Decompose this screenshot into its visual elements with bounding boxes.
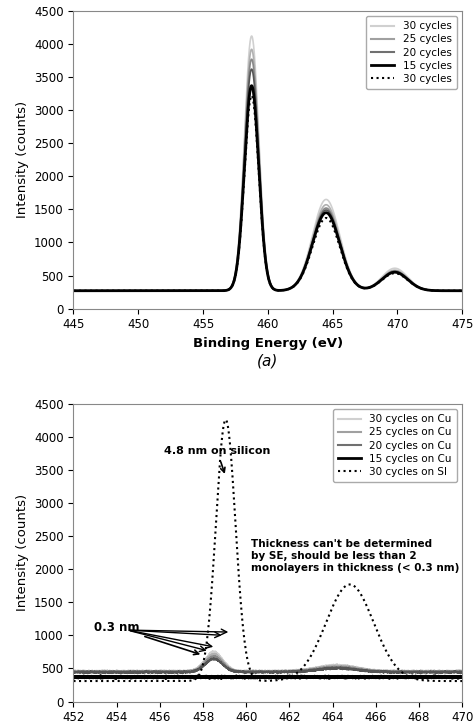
Text: 0.3 nm: 0.3 nm xyxy=(94,621,199,654)
Y-axis label: Intensity (counts): Intensity (counts) xyxy=(16,494,28,611)
Legend: 30 cycles, 25 cycles, 20 cycles, 15 cycles, 30 cycles: 30 cycles, 25 cycles, 20 cycles, 15 cycl… xyxy=(366,16,457,89)
Y-axis label: Intensity (counts): Intensity (counts) xyxy=(16,101,28,218)
Text: 4.8 nm on silicon: 4.8 nm on silicon xyxy=(164,446,271,473)
Text: (a): (a) xyxy=(257,353,279,369)
Legend: 30 cycles on Cu, 25 cycles on Cu, 20 cycles on Cu, 15 cycles on Cu, 30 cycles on: 30 cycles on Cu, 25 cycles on Cu, 20 cyc… xyxy=(333,409,457,482)
Text: Thickness can't be determined
by SE, should be less than 2
monolayers in thickne: Thickness can't be determined by SE, sho… xyxy=(251,539,459,573)
X-axis label: Binding Energy (eV): Binding Energy (eV) xyxy=(193,337,343,350)
